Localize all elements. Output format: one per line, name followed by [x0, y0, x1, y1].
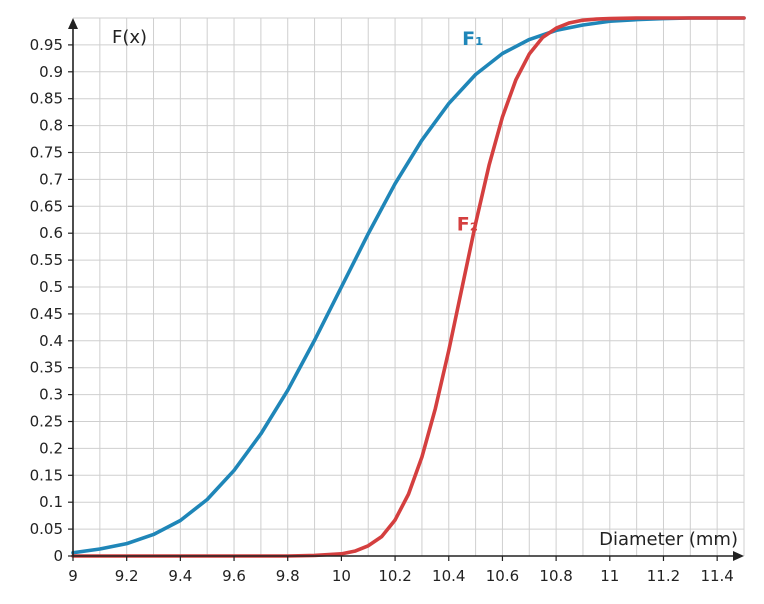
y-tick-label: 0.45 [30, 305, 63, 323]
y-tick-label: 0.1 [39, 493, 63, 511]
x-tick-label: 9.6 [222, 567, 246, 585]
y-tick-label: 0.35 [30, 359, 63, 377]
y-tick-label: 0.75 [30, 144, 63, 162]
x-tick-label: 11 [600, 567, 619, 585]
series-label-2: F₂ [457, 214, 478, 236]
x-tick-label: 9.8 [276, 567, 300, 585]
grid [73, 17, 745, 556]
y-tick-label: 0.9 [39, 63, 63, 81]
x-tick-labels: 9 9.2 9.4 9.6 9.8 10 10.2 10.4 10.6 10.8 11 11.2 11.… [68, 567, 734, 585]
y-tick-label: 0.05 [30, 520, 63, 538]
y-tick-label: 0.55 [30, 251, 63, 269]
x-tick-label: 11.4 [700, 567, 733, 585]
y-tick-label: 0.3 [39, 386, 63, 404]
y-tick-label: 0.65 [30, 197, 63, 215]
series-label-1: F₁ [462, 28, 483, 50]
y-tick-labels: 0 0.05 0.1 0.15 0.2 0.25 0.3 0.35 0.4 0.45 0.5 0.55… [30, 36, 63, 565]
x-tick-label: 9.4 [168, 567, 192, 585]
x-tick-label: 10.2 [378, 567, 411, 585]
x-axis-arrow-icon [733, 551, 744, 561]
series-labels: F₁ F₂ [457, 28, 484, 236]
axes [68, 18, 744, 561]
x-tick-label: 9 [68, 567, 78, 585]
y-tick-label: 0.2 [39, 439, 63, 457]
y-tick-label: 0.15 [30, 466, 63, 484]
y-tick-label: 0.85 [30, 90, 63, 108]
y-tick-label: 0.95 [30, 36, 63, 54]
y-tick-label: 0.8 [39, 117, 63, 135]
x-tick-label: 10.8 [539, 567, 572, 585]
x-tick-label: 10 [332, 567, 351, 585]
y-tick-label: 0.6 [39, 224, 63, 242]
x-axis-title: Diameter (mm) [599, 529, 738, 550]
y-tick-label: 0.25 [30, 413, 63, 431]
y-tick-label: 0.5 [39, 278, 63, 296]
y-tick-label: 0.7 [39, 170, 63, 188]
y-axis-title: F(x) [112, 27, 147, 48]
y-tick-label: 0 [53, 547, 63, 565]
y-axis-arrow-icon [68, 18, 78, 29]
x-tick-label: 10.4 [432, 567, 465, 585]
x-tick-label: 11.2 [647, 567, 680, 585]
x-tick-label: 10.6 [486, 567, 519, 585]
y-tick-label: 0.4 [39, 332, 63, 350]
x-tick-label: 9.2 [115, 567, 139, 585]
